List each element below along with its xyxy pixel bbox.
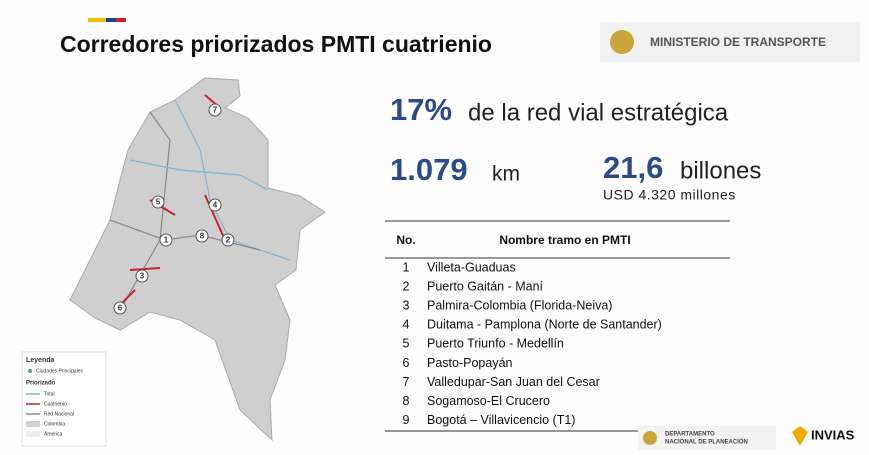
map-marker-label: 8 — [200, 232, 205, 241]
table-cell: 4 — [403, 318, 410, 332]
stat-cost-unit: billones — [680, 157, 761, 184]
table-cell: Palmira-Colombia (Florida-Neiva) — [427, 298, 612, 312]
map-marker-label: 3 — [140, 272, 145, 281]
flag-yellow — [88, 18, 106, 22]
dnp-name: NACIONAL DE PLANEACIÓN — [665, 438, 748, 446]
flag-blue — [106, 18, 116, 22]
map-marker-label: 6 — [118, 304, 123, 313]
legend-city-icon — [28, 369, 32, 373]
ministry-name: MINISTERIO DE TRANSPORTE — [650, 35, 826, 49]
invias-name: INVIAS — [811, 427, 855, 442]
colombia-shape — [69, 77, 326, 442]
stat-cost: 21,6 — [603, 150, 663, 185]
map-marker — [195, 229, 209, 243]
table-cell: Puerto Triunfo - Medellín — [427, 337, 564, 351]
legend-swatch — [26, 431, 40, 437]
map-marker-label: 4 — [213, 201, 218, 210]
road — [119, 111, 171, 311]
legend-title: Leyenda — [26, 357, 55, 364]
table-cell: 8 — [403, 394, 410, 408]
legend-item: Red Nacional — [44, 411, 74, 417]
map-marker-label: 2 — [226, 236, 231, 245]
table-header: Nombre tramo en PMTI — [499, 233, 630, 247]
table-cell: 2 — [403, 279, 410, 293]
map-marker — [159, 233, 173, 247]
map-marker — [221, 233, 235, 247]
legend-swatch — [26, 421, 40, 427]
map-marker-label: 7 — [213, 106, 218, 115]
dnp-emblem — [643, 431, 657, 445]
stat-share-text: de la red vial estratégica — [468, 99, 729, 126]
map-marker — [208, 103, 222, 117]
table-cell: Villeta-Guaduas — [427, 260, 516, 274]
dnp-box — [638, 426, 776, 450]
table-cell: Pasto-Popayán — [427, 356, 513, 370]
stat-cost-usd: USD 4.320 millones — [603, 187, 736, 203]
table-header: No. — [396, 233, 415, 247]
priority-road — [129, 267, 161, 271]
legend-item: Cuatrienio — [44, 401, 67, 407]
legend-box — [21, 351, 107, 447]
table-cell: 3 — [403, 298, 410, 312]
map-marker — [113, 301, 127, 315]
table-cell: 6 — [403, 356, 410, 370]
table-cell: Sogamoso-El Crucero — [427, 394, 550, 408]
table-cell: Puerto Gaitán - Maní — [427, 279, 544, 293]
ministry-box — [600, 22, 860, 62]
map-marker — [135, 269, 149, 283]
table-cell: Duitama - Pamplona (Norte de Santander) — [427, 318, 662, 332]
stat-share: 17% — [390, 92, 452, 127]
stat-length: 1.079 — [390, 152, 468, 187]
priority-road — [204, 194, 226, 241]
map-marker — [151, 195, 165, 209]
table-cell: Bogotá – Villavicencio (T1) — [427, 413, 575, 427]
legend-cities: Ciudades Principales — [36, 368, 83, 374]
map-marker-label: 1 — [164, 236, 169, 245]
legend-item: Colombia — [44, 421, 65, 427]
table-cell: 7 — [403, 375, 410, 389]
road — [174, 99, 291, 261]
table-cell: 1 — [403, 260, 410, 274]
ministry-emblem — [610, 30, 634, 54]
map: 7 5 4 1 8 2 3 6 — [69, 77, 326, 442]
table-cell: 9 — [403, 413, 410, 427]
road — [129, 159, 269, 191]
legend-item: America — [44, 431, 63, 437]
table-cell: Valledupar-San Juan del Cesar — [427, 375, 600, 389]
stat-length-unit: km — [492, 163, 520, 186]
title: Corredores priorizados PMTI cuatrienio — [60, 31, 492, 57]
table-cell: 5 — [403, 337, 410, 351]
invias-icon — [792, 426, 808, 446]
map-marker — [208, 198, 222, 212]
map-marker-label: 5 — [156, 198, 161, 207]
legend-group: Priorizado — [26, 381, 56, 387]
legend-item: Total — [44, 391, 55, 397]
dnp-name: DEPARTAMENTO — [665, 432, 715, 438]
flag-red — [116, 18, 126, 22]
